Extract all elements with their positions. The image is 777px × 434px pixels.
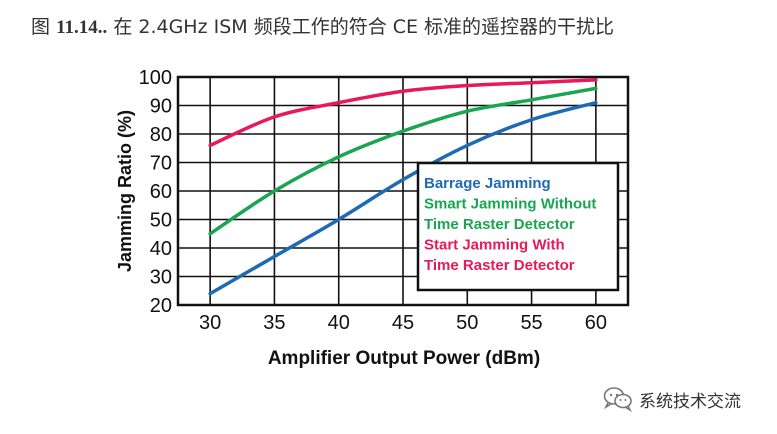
series-line-0 bbox=[208, 100, 598, 296]
y-tick-labels: 20 30 40 50 60 70 80 90 100 bbox=[139, 67, 172, 317]
y-tick-label: 30 bbox=[150, 267, 172, 289]
caption-text: 在 2.4GHz ISM 频段工作的符合 CE 标准的遥控器的干扰比 bbox=[113, 16, 615, 38]
x-tick-label: 55 bbox=[520, 312, 542, 334]
y-tick-label: 40 bbox=[150, 238, 172, 260]
series-line-2 bbox=[208, 78, 598, 148]
x-tick-label: 30 bbox=[199, 312, 221, 334]
y-tick-label: 20 bbox=[150, 295, 172, 317]
y-tick-label: 80 bbox=[150, 124, 172, 146]
plot-frame bbox=[176, 75, 630, 307]
x-axis-label: Amplifier Output Power (dBm) bbox=[268, 348, 540, 369]
legend-entry-1: Time Raster Detector bbox=[424, 216, 575, 233]
x-tick-label: 35 bbox=[263, 312, 285, 334]
x-tick-label: 45 bbox=[392, 312, 414, 334]
y-tick-label: 50 bbox=[150, 210, 172, 232]
y-tick-label: 60 bbox=[150, 181, 172, 203]
y-tick-label: 100 bbox=[139, 67, 172, 89]
x-tick-label: 60 bbox=[585, 312, 607, 334]
x-tick-labels: 30 35 40 45 50 55 60 bbox=[199, 312, 607, 334]
y-tick-label: 90 bbox=[150, 96, 172, 118]
wechat-icon bbox=[603, 387, 632, 412]
legend-box bbox=[416, 161, 620, 292]
caption-label: 图 bbox=[31, 17, 51, 38]
watermark-text: 系统技术交流 bbox=[639, 391, 741, 412]
legend-entry-2: Time Raster Detector bbox=[424, 257, 575, 274]
legend-entry-0: Barrage Jamming bbox=[424, 175, 551, 192]
chart-series bbox=[208, 78, 598, 296]
x-tick-label: 50 bbox=[456, 312, 478, 334]
chart-legend: Barrage Jamming Smart Jamming Without Time… bbox=[416, 161, 620, 292]
series-line-1 bbox=[208, 86, 598, 236]
caption-number: 11.14.. bbox=[56, 17, 108, 38]
x-tick-label: 40 bbox=[328, 312, 350, 334]
legend-entry-2: Start Jamming With bbox=[424, 237, 565, 254]
figure-caption: 图 11.14.. 在 2.4GHz ISM 频段工作的符合 CE 标准的遥控器… bbox=[31, 12, 614, 39]
legend-entry-1: Smart Jamming Without bbox=[424, 196, 596, 213]
watermark: 系统技术交流 bbox=[603, 386, 741, 412]
y-tick-label: 70 bbox=[150, 153, 172, 175]
y-axis-label: Jamming Ratio (%) bbox=[115, 110, 135, 272]
